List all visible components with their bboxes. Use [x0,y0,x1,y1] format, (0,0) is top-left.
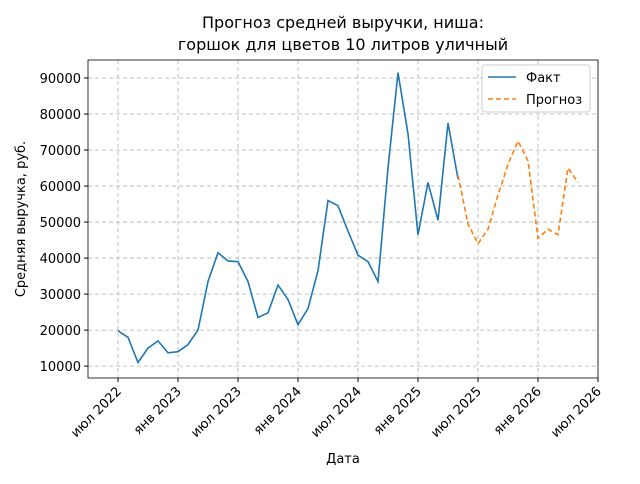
y-tick-label: 30000 [40,288,81,303]
x-tick-label: янв 2025 [371,384,425,438]
title-line: горшок для цветов 10 литров уличный [178,35,508,54]
y-tick-label: 80000 [40,108,81,123]
x-axis-label: Дата [326,452,360,467]
x-tick-label: янв 2026 [491,384,545,438]
y-tick-label: 20000 [40,324,81,339]
y-tick-label: 50000 [40,216,81,231]
legend-label: Прогноз [526,93,582,108]
y-tick-label: 90000 [40,72,81,87]
y-tick-label: 40000 [40,252,81,267]
y-tick-label: 10000 [40,360,81,375]
line-series [117,72,459,365]
legend-label: Факт [526,71,561,86]
plot-frame [87,59,599,379]
x-tick-label: июл 2022 [68,384,125,441]
title-line: Прогноз средней выручки, ниша: [202,13,484,32]
y-tick-label: 60000 [40,180,81,195]
x-tick-label: июл 2024 [308,384,365,441]
x-tick-label: июл 2025 [428,384,485,441]
chart-title: Прогноз средней выручки, ниша: горшок для… [178,13,508,54]
x-tick-label: июл 2023 [188,384,245,441]
y-tick-label: 70000 [40,144,81,159]
x-tick-label: янв 2023 [131,384,185,438]
line-series [457,139,579,246]
x-tick-label: янв 2024 [251,384,305,438]
y-axis-label: Средняя выручка, руб. [14,141,29,297]
x-tick-label: июл 2026 [548,384,605,441]
